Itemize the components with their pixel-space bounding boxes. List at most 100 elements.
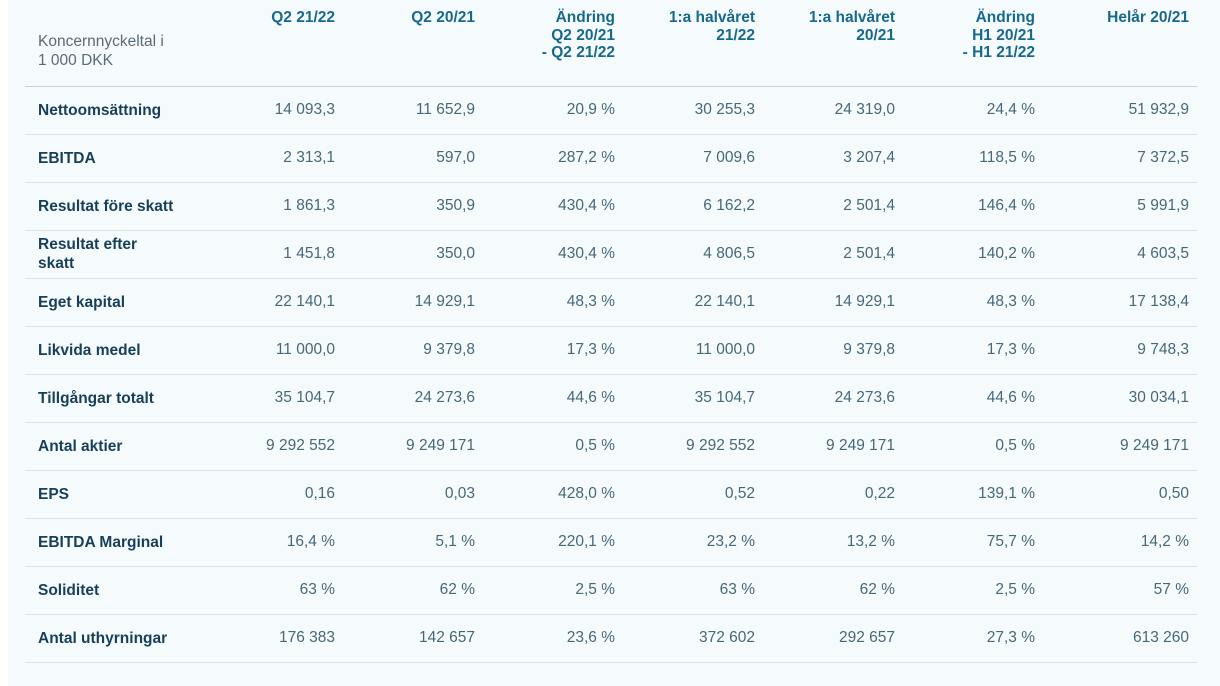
row-value: 11 000,0 [695, 341, 755, 358]
row-label: EPS [38, 485, 70, 503]
row-label: Soliditet [38, 581, 100, 599]
row-value: 27,3 % [986, 629, 1035, 646]
row-value: 1 451,8 [283, 245, 335, 262]
column-header-change-q2: Ändring Q2 20/21 - Q2 21/22 [541, 9, 615, 61]
row-value: 17,3 % [566, 341, 615, 358]
row-label: Antal uthyrningar [38, 629, 168, 647]
row-value: 13,2 % [846, 533, 895, 550]
row-value: 35 104,7 [274, 389, 335, 406]
table-row: EPS 0,16 0,03 428,0 % 0,52 0,22 139,1 % … [25, 470, 1197, 518]
row-value: 62 % [439, 581, 475, 598]
row-value: 0,5 % [575, 437, 615, 454]
row-label: Resultat före skatt [38, 197, 174, 215]
row-label: Nettoomsättning [38, 101, 162, 119]
row-value: 22 140,1 [694, 293, 755, 310]
column-header-h1-2122: 1:a halvåret 21/22 [668, 9, 755, 44]
column-header-change-h1: Ändring H1 20/21 - H1 21/22 [962, 9, 1035, 61]
table-header: Koncernnyckeltal i 1 000 DKK Q2 21/22 Q2… [25, 0, 1197, 86]
row-value: 118,5 % [979, 149, 1035, 166]
row-value: 597,0 [436, 149, 475, 166]
row-value: 9 249 171 [826, 437, 895, 454]
row-value: 0,5 % [995, 437, 1035, 454]
row-value: 9 379,8 [423, 341, 475, 358]
row-value: 9 249 171 [1120, 437, 1189, 454]
row-value: 4 603,5 [1137, 245, 1189, 262]
row-value: 287,2 % [558, 149, 615, 166]
row-value: 350,9 [436, 197, 475, 214]
row-value: 7 372,5 [1137, 149, 1189, 166]
row-value: 11 000,0 [275, 341, 335, 358]
row-value: 140,2 % [978, 245, 1035, 262]
row-value: 4 806,5 [703, 245, 755, 262]
row-value: 62 % [859, 581, 895, 598]
row-value: 2 313,1 [283, 149, 335, 166]
row-label: Resultat efter skatt [38, 236, 138, 272]
table-row: Nettoomsättning 14 093,3 11 652,9 20,9 %… [25, 86, 1197, 134]
row-value: 0,03 [444, 485, 475, 502]
table-row: EBITDA 2 313,1 597,0 287,2 % 7 009,6 3 2… [25, 134, 1197, 182]
row-value: 22 140,1 [274, 293, 335, 310]
row-value: 30 255,3 [694, 101, 755, 118]
row-value: 292 657 [838, 629, 895, 646]
page-background: Koncernnyckeltal i 1 000 DKK Q2 21/22 Q2… [8, 0, 1220, 686]
row-value: 9 379,8 [843, 341, 895, 358]
table-row: Antal aktier 9 292 552 9 249 171 0,5 % 9… [25, 422, 1197, 470]
row-value: 17,3 % [986, 341, 1035, 358]
row-value: 428,0 % [558, 485, 615, 502]
row-value: 14 929,1 [414, 293, 475, 310]
row-value: 48,3 % [986, 293, 1035, 310]
row-label: Tillgångar totalt [38, 389, 154, 407]
row-value: 23,6 % [566, 629, 615, 646]
row-value: 0,22 [864, 485, 895, 502]
row-label: EBITDA [38, 149, 96, 167]
row-value: 2,5 % [995, 581, 1035, 598]
row-value: 0,52 [724, 485, 755, 502]
row-value: 48,3 % [566, 293, 615, 310]
table-row: Tillgångar totalt 35 104,7 24 273,6 44,6… [25, 374, 1197, 422]
row-value: 350,0 [436, 245, 475, 262]
row-value: 20,9 % [566, 101, 615, 118]
row-value: 9 249 171 [406, 437, 475, 454]
row-value: 2 501,4 [843, 197, 895, 214]
row-value: 23,2 % [706, 533, 755, 550]
row-value: 1 861,3 [283, 197, 335, 214]
column-header-full-year: Helår 20/21 [1107, 9, 1189, 26]
column-header-q2-2021: Q2 20/21 [411, 9, 475, 26]
row-value: 2 501,4 [843, 245, 895, 262]
table-row: Soliditet 63 % 62 % 2,5 % 63 % 62 % 2,5 … [25, 566, 1197, 614]
row-value: 24 273,6 [834, 389, 895, 406]
row-value: 14,2 % [1140, 533, 1189, 550]
row-value: 430,4 % [558, 197, 615, 214]
row-value: 142 657 [418, 629, 475, 646]
row-value: 430,4 % [558, 245, 615, 262]
row-value: 44,6 % [566, 389, 615, 406]
row-value: 5 991,9 [1137, 197, 1189, 214]
row-value: 2,5 % [575, 581, 615, 598]
table-row: Antal uthyrningar 176 383 142 657 23,6 %… [25, 614, 1197, 662]
row-value: 139,1 % [978, 485, 1035, 502]
row-value: 5,1 % [435, 533, 475, 550]
row-value: 17 138,4 [1128, 293, 1189, 310]
row-value: 75,7 % [986, 533, 1035, 550]
row-value: 24 319,0 [834, 101, 895, 118]
row-value: 0,50 [1158, 485, 1189, 502]
row-value: 24 273,6 [414, 389, 475, 406]
row-value: 63 % [299, 581, 335, 598]
row-value: 57 % [1153, 581, 1189, 598]
row-value: 6 162,2 [703, 197, 755, 214]
table-row: EBITDA Marginal 16,4 % 5,1 % 220,1 % 23,… [25, 518, 1197, 566]
row-value: 35 104,7 [694, 389, 755, 406]
table-row: Eget kapital 22 140,1 14 929,1 48,3 % 22… [25, 278, 1197, 326]
header-row: Koncernnyckeltal i 1 000 DKK Q2 21/22 Q2… [25, 0, 1197, 86]
row-value: 176 383 [278, 629, 335, 646]
row-value: 9 748,3 [1137, 341, 1189, 358]
row-value: 0,16 [304, 485, 335, 502]
table-body: Nettoomsättning 14 093,3 11 652,9 20,9 %… [25, 86, 1197, 662]
row-value: 51 932,9 [1128, 101, 1189, 118]
row-label: Antal aktier [38, 437, 123, 455]
row-value: 14 093,3 [274, 101, 335, 118]
row-value: 9 292 552 [686, 437, 755, 454]
table-row: Likvida medel 11 000,0 9 379,8 17,3 % 11… [25, 326, 1197, 374]
row-value: 63 % [719, 581, 755, 598]
row-value: 24,4 % [986, 101, 1035, 118]
